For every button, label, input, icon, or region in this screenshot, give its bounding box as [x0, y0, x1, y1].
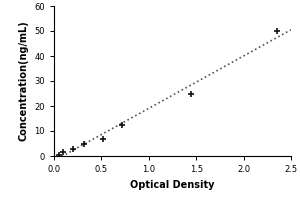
Y-axis label: Concentration(ng/mL): Concentration(ng/mL): [19, 21, 29, 141]
X-axis label: Optical Density: Optical Density: [130, 180, 215, 190]
